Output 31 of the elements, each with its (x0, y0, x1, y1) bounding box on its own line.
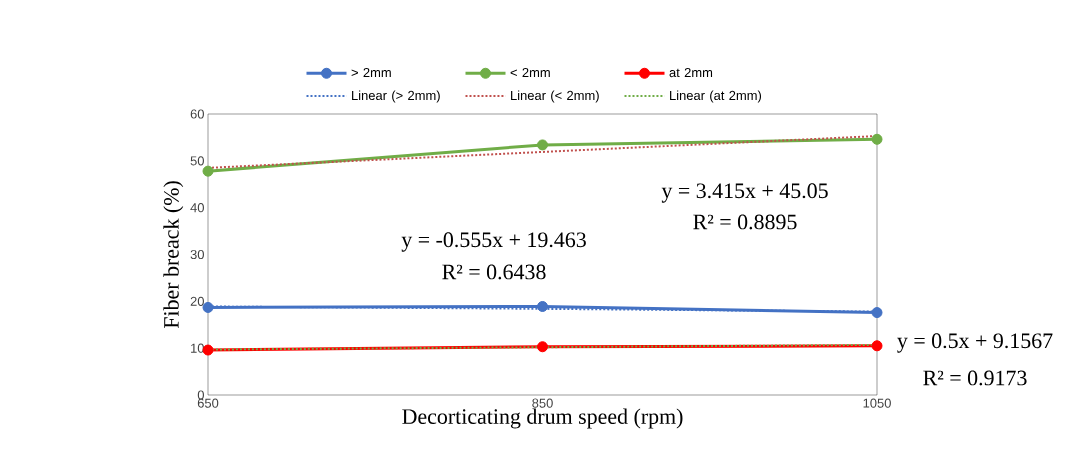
x-tick-label: 650 (197, 398, 219, 408)
point (537, 341, 549, 353)
point (871, 307, 883, 319)
legend-label: Linear (< 2mm) (511, 90, 599, 103)
legend-label: Linear (at 2mm) (670, 90, 762, 103)
text: R² = 0.9173 (923, 370, 1027, 386)
point (202, 301, 214, 313)
x-tick-label: 1050 (863, 398, 891, 408)
y-tick-label: 20 (190, 296, 204, 306)
x-axis-title: Decorticating drum speed (rpm) (402, 408, 683, 429)
point (871, 340, 883, 352)
annotation: y = -0.555x + 19.463 (401, 232, 586, 252)
point (202, 165, 214, 177)
point (537, 139, 549, 151)
y-tick-label: 60 (190, 109, 204, 119)
annotation: y = 3.415x + 45.05 (661, 183, 828, 203)
y-tick-label: 50 (190, 156, 204, 166)
annotation: R² = 0.8895 (693, 214, 797, 230)
legend-label: > 2mm (351, 67, 391, 78)
x-tick-label: 850 (532, 398, 553, 408)
legend-label: at 2mm (669, 67, 713, 78)
point (537, 300, 549, 312)
legend-label: < 2mm (510, 67, 550, 78)
point (871, 133, 883, 145)
text: y = 0.5x + 9.1567 (897, 333, 1053, 353)
y-tick-label: 40 (190, 203, 204, 213)
y-tick-label: 0 (197, 390, 204, 400)
annotation: R² = 0.6438 (442, 264, 546, 280)
legend-label: Linear (> 2mm) (352, 90, 440, 103)
y-tick-label: 30 (190, 249, 204, 260)
y-axis-title: Fiber breack (%) (163, 181, 184, 329)
